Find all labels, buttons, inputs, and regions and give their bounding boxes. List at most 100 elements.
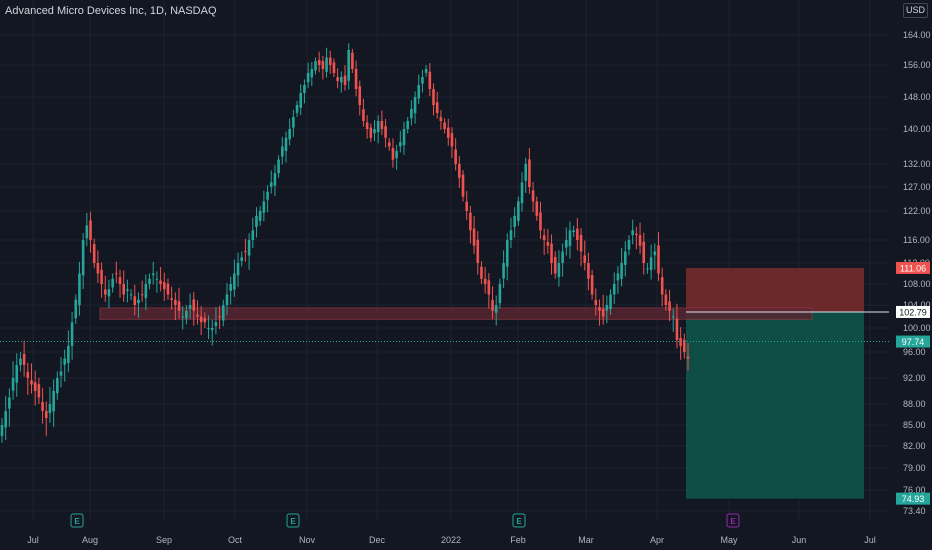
candle-body: [281, 146, 284, 157]
candle-body: [166, 283, 170, 295]
candle-body: [59, 371, 63, 376]
candle-body: [236, 263, 240, 276]
candle-body: [376, 121, 380, 133]
candle-body: [465, 201, 469, 211]
earnings-icon: E: [70, 513, 84, 528]
entry-price-badge-bg: [896, 305, 930, 318]
candle-body: [505, 240, 509, 267]
candle-body: [144, 284, 148, 299]
candle-body: [26, 371, 30, 378]
candle-body: [576, 228, 579, 240]
candle-body: [616, 273, 620, 281]
candle-body: [159, 280, 162, 284]
candle-body: [546, 242, 550, 246]
time-tick-label: May: [720, 535, 738, 545]
candle-body: [100, 269, 103, 284]
candle-body: [284, 137, 288, 152]
time-tick-label: Jun: [792, 535, 807, 545]
candle-body: [118, 277, 122, 284]
price-tick-label: 92.00: [903, 373, 926, 383]
candle-body: [561, 251, 564, 263]
position-zones[interactable]: [99, 267, 864, 499]
candle-body: [188, 305, 192, 309]
candle-body: [612, 284, 616, 295]
currency-button[interactable]: USD: [903, 3, 929, 18]
candle-body: [343, 75, 347, 85]
candle-body: [133, 296, 137, 305]
price-tick-label: 148.00: [903, 92, 931, 102]
price-tick-label: 85.00: [903, 420, 926, 430]
price-tick-label: 108.00: [903, 279, 931, 289]
candle-body: [148, 278, 151, 284]
time-tick-label: Jul: [864, 535, 876, 545]
candle-body: [646, 268, 649, 270]
candle-body: [44, 411, 48, 418]
candle-body: [15, 365, 19, 383]
candle-body: [421, 77, 424, 84]
last-price-badge: 97.74: [902, 337, 925, 347]
candle-body: [579, 234, 583, 252]
earnings-icon-frame: [726, 513, 740, 528]
candle-body: [310, 69, 314, 78]
stop-price-badge: 111.06: [900, 263, 926, 273]
candle-body: [269, 182, 273, 187]
candle-body: [369, 127, 373, 138]
candle-body: [67, 346, 70, 364]
price-tick-label: 79.00: [903, 463, 926, 473]
candle-body: [598, 307, 601, 311]
candle-body: [653, 251, 657, 256]
earnings-icon: E: [726, 513, 740, 528]
candle-body: [476, 239, 480, 263]
candle-body: [225, 294, 229, 305]
candle-body: [317, 59, 321, 65]
candle-body: [439, 117, 443, 121]
candle-body: [517, 201, 520, 221]
candle-body: [273, 173, 277, 186]
candle-body: [266, 191, 269, 200]
candle-body: [103, 289, 107, 295]
candle-body: [491, 300, 494, 311]
symbol-title: Advanced Micro Devices Inc, 1D, NASDAQ: [5, 5, 217, 17]
price-tick-label: 96.00: [903, 347, 926, 357]
price-tick-label: 76.00: [903, 485, 926, 495]
candle-body: [292, 117, 295, 128]
candle-body: [605, 305, 609, 311]
candle-body: [461, 174, 465, 197]
candle-body: [151, 273, 155, 276]
price-tick-label: 122.00: [903, 206, 931, 216]
candle-body: [221, 305, 225, 321]
candle-body: [469, 212, 472, 231]
time-tick-label: Nov: [299, 535, 316, 545]
candle-body: [631, 230, 634, 235]
candle-body: [258, 211, 262, 221]
candle-body: [568, 230, 572, 247]
candle-body: [255, 215, 258, 227]
candle-body: [572, 230, 575, 233]
candle-body: [362, 109, 365, 121]
candle-body: [229, 284, 232, 291]
support-zone: [99, 307, 813, 320]
candle-body: [472, 228, 476, 246]
candle-body: [683, 339, 686, 352]
candle-body: [351, 52, 354, 69]
candle-body: [8, 397, 11, 409]
time-tick-label: Apr: [650, 535, 664, 545]
candle-body: [78, 273, 81, 306]
candle-body: [535, 201, 539, 216]
candle-body: [406, 121, 409, 129]
target-price-badge-bg: [896, 492, 930, 505]
candle-body: [262, 201, 266, 213]
time-axis[interactable]: Jul Aug Sep Oct Nov Dec 2022 Feb Mar Apr May Jun Jul: [27, 535, 876, 545]
price-tick-label: 164.00: [903, 30, 931, 40]
candle-body: [649, 257, 653, 271]
candle-body: [380, 121, 384, 129]
candle-body: [89, 220, 92, 240]
candle-body: [244, 251, 247, 253]
last-price-badge-bg: [896, 335, 930, 348]
target-price-badge: 74.93: [902, 494, 925, 504]
candle-body: [81, 240, 85, 276]
candle-body: [247, 240, 251, 256]
candle-body: [417, 85, 421, 99]
